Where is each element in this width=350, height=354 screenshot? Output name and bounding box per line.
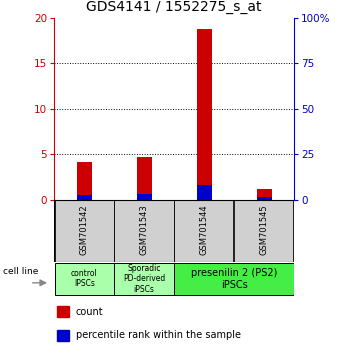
- Text: percentile rank within the sample: percentile rank within the sample: [76, 331, 241, 341]
- FancyBboxPatch shape: [234, 200, 293, 262]
- Text: GSM701545: GSM701545: [260, 204, 268, 255]
- Bar: [257, 189, 272, 200]
- Bar: [57, 307, 69, 316]
- Text: Sporadic
PD-derived
iPSCs: Sporadic PD-derived iPSCs: [123, 264, 165, 294]
- Bar: [77, 162, 92, 200]
- Bar: [197, 29, 212, 200]
- Bar: [77, 195, 92, 200]
- Bar: [257, 197, 272, 200]
- FancyBboxPatch shape: [55, 200, 114, 262]
- Text: GSM701543: GSM701543: [140, 204, 149, 255]
- FancyBboxPatch shape: [114, 263, 174, 295]
- Bar: [136, 194, 152, 200]
- FancyBboxPatch shape: [174, 200, 233, 262]
- Text: control
IPSCs: control IPSCs: [71, 269, 98, 289]
- Text: cell line: cell line: [3, 267, 38, 276]
- Text: GSM701544: GSM701544: [199, 204, 209, 255]
- FancyBboxPatch shape: [114, 200, 174, 262]
- Text: presenilin 2 (PS2)
iPSCs: presenilin 2 (PS2) iPSCs: [191, 268, 277, 290]
- Text: count: count: [76, 307, 104, 316]
- Text: GSM701542: GSM701542: [80, 204, 89, 255]
- Bar: [136, 157, 152, 200]
- Title: GDS4141 / 1552275_s_at: GDS4141 / 1552275_s_at: [86, 0, 262, 14]
- Bar: [197, 185, 212, 200]
- FancyBboxPatch shape: [174, 263, 294, 295]
- FancyBboxPatch shape: [55, 263, 114, 295]
- Bar: [57, 330, 69, 341]
